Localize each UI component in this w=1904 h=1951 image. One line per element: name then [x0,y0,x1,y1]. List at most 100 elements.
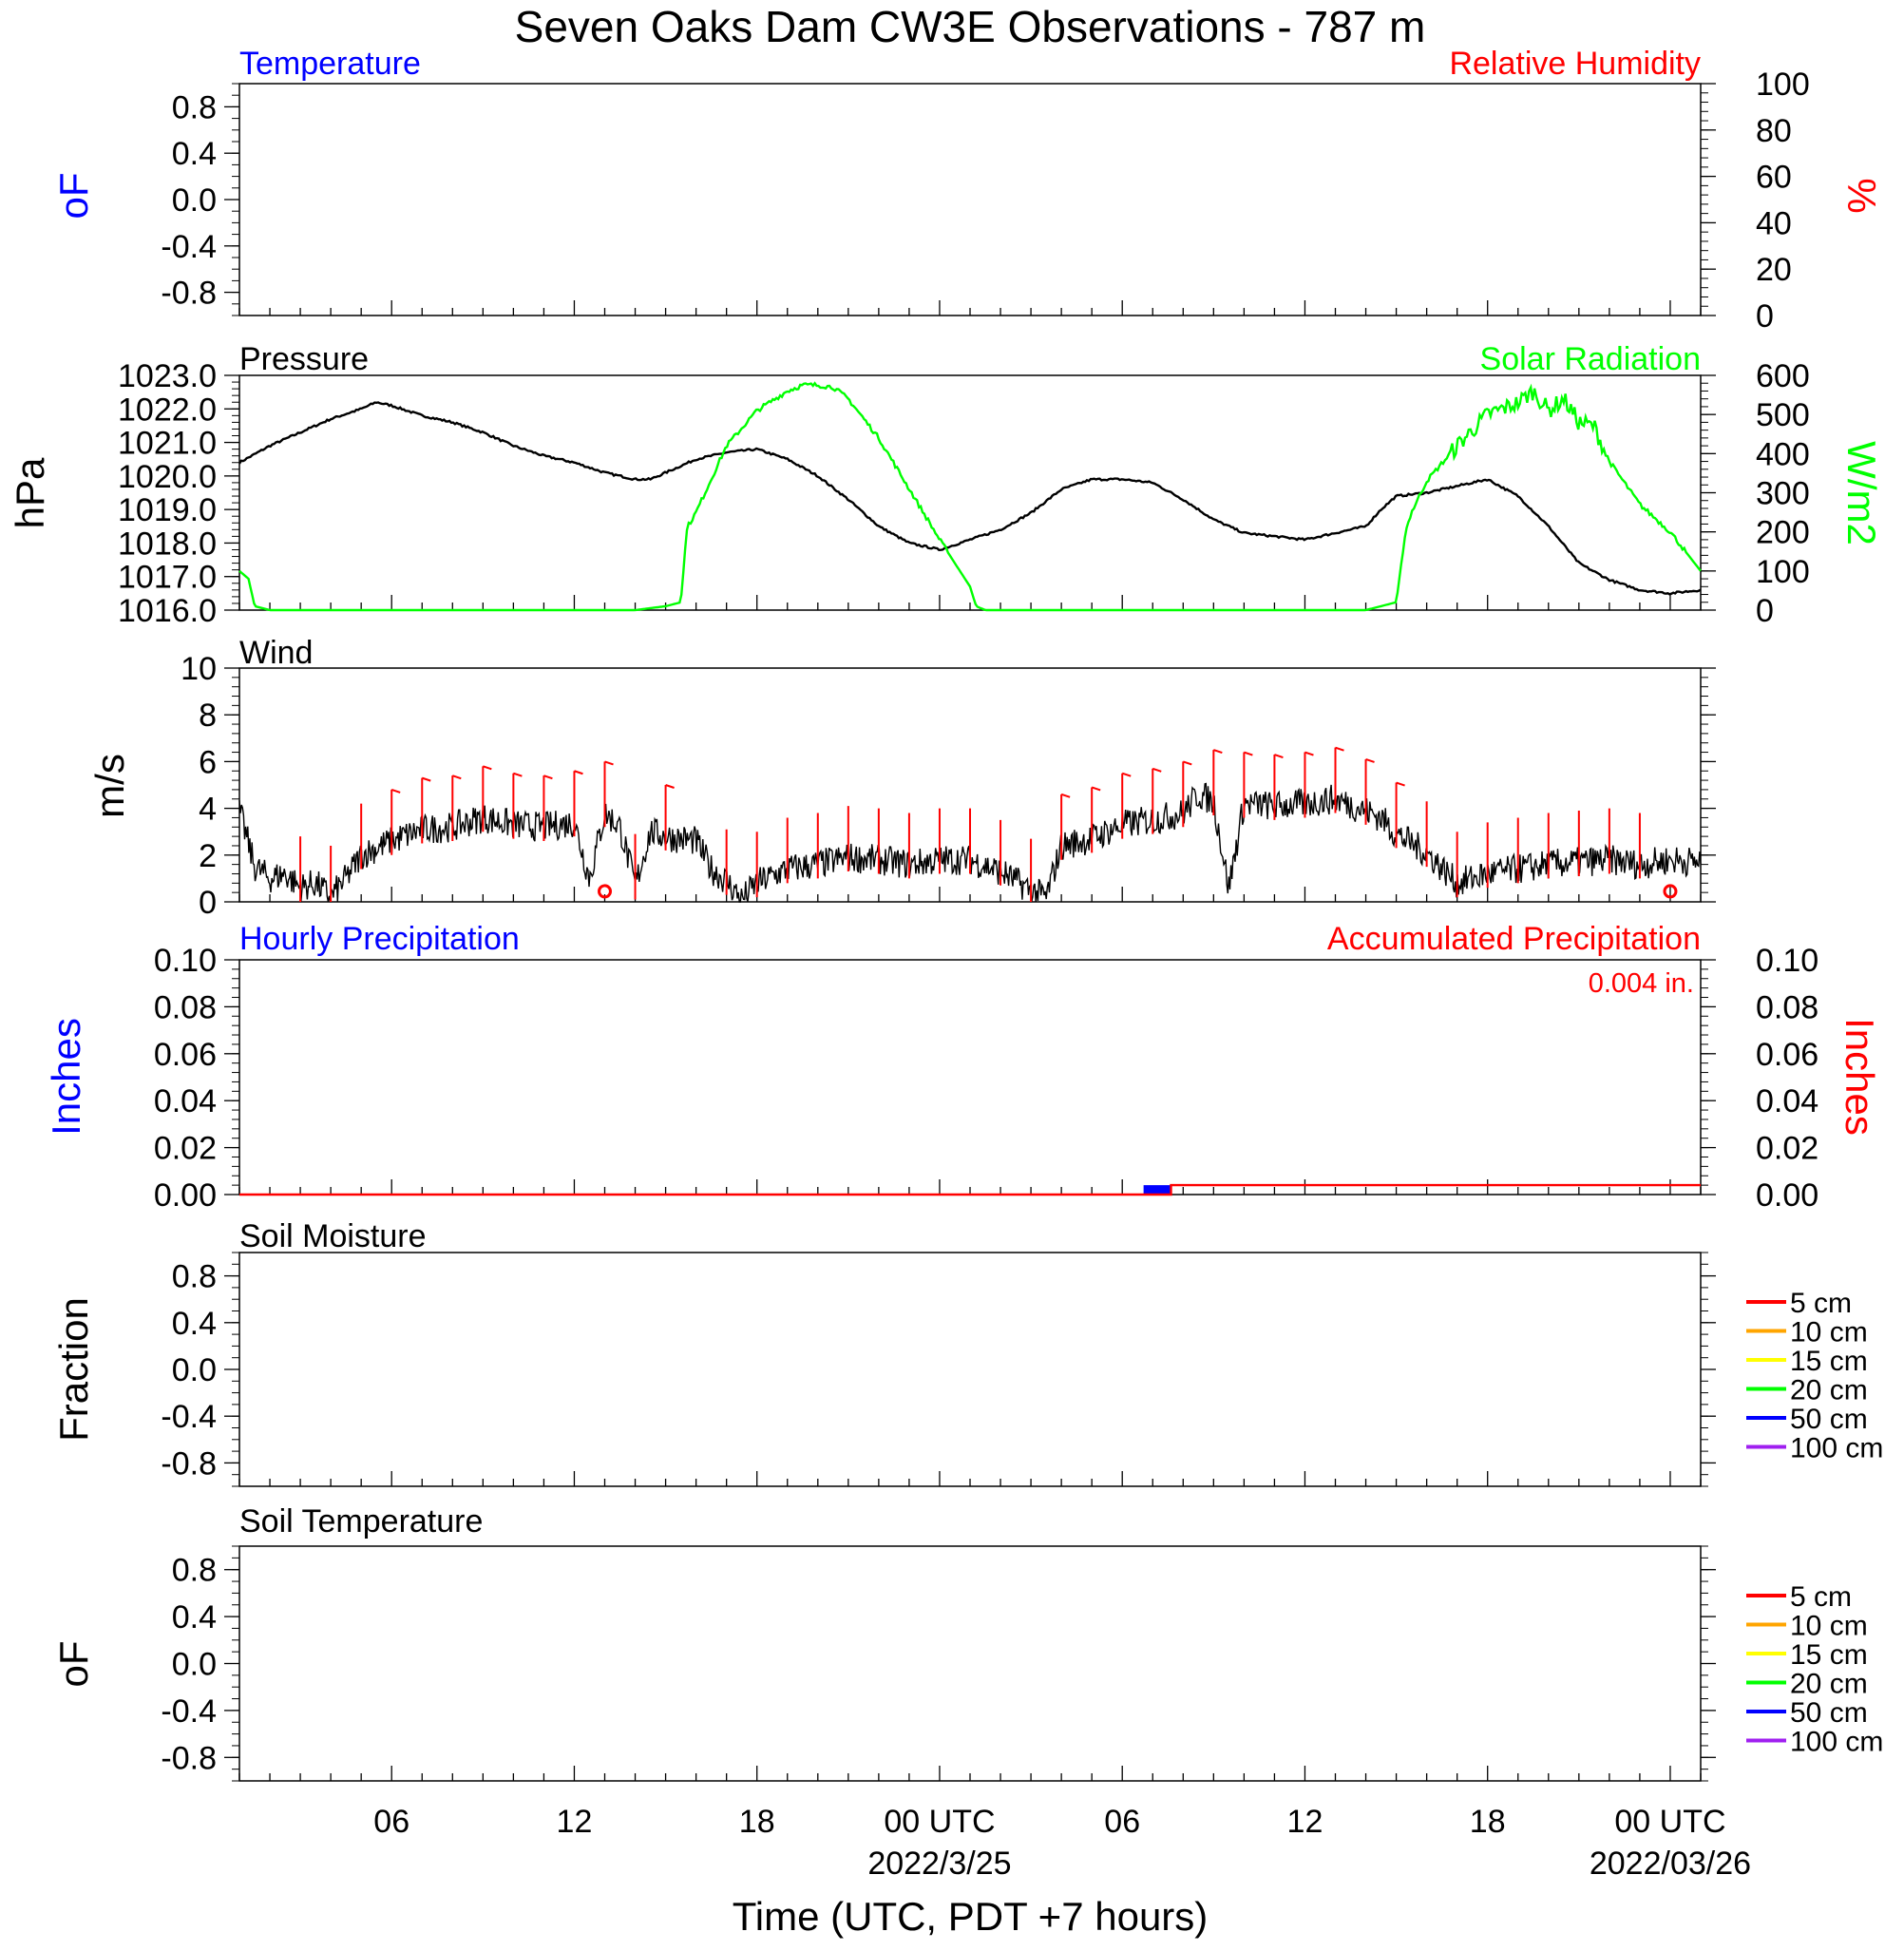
y-tick-label-right: 0.00 [1756,1177,1818,1214]
y-tick-label-left: 0.10 [154,943,217,979]
y-tick-label-left: 1022.0 [118,392,217,428]
wind-barb-flag [1121,772,1132,777]
y-tick-label-right: 100 [1756,554,1810,590]
legend-label: 20 cm [1790,1669,1868,1700]
y-tick-label-right: 20 [1756,252,1792,288]
x-tick-label: 00 UTC [884,1804,995,1840]
y-tick-label-left: 0.02 [154,1131,217,1167]
y-tick-label-right: 60 [1756,160,1792,196]
y-tick-label-left: 0.0 [172,1647,217,1683]
y-tick-label-left: 0 [199,885,217,921]
wind-barb-flag [451,775,462,780]
y-tick-label-left: 0.8 [172,1259,217,1295]
chart-marks: 0.80.40.0-0.4-0.81008060402001023.01022.… [118,67,1883,1882]
relative-humidity-title: Relative Humidity [1449,46,1701,82]
x-tick-date-label: 2022/3/25 [867,1846,1011,1882]
calm-wind-marker [1663,884,1678,899]
y-tick-label-right: 40 [1756,205,1792,241]
soil_temperature-frame [238,1545,1702,1782]
wind-barb-flag [421,776,431,782]
wind-barb-flag [513,772,523,777]
wind-barb-flag [1274,754,1284,758]
x-tick-date-label: 2022/03/26 [1590,1846,1751,1882]
solar-ylabel: W/m2 [1839,441,1884,545]
y-tick-label-left: 0.0 [172,1352,217,1388]
solar-radiation-series-line [238,381,1702,612]
y-tick-label-right: 0.02 [1756,1131,1818,1167]
y-tick-label-right: 0.06 [1756,1037,1818,1073]
soil-moisture-title: Soil Moisture [239,1218,427,1254]
relative-humidity-ylabel: % [1839,178,1884,213]
wind-barb-flag [483,765,492,771]
solar-radiation-title: Solar Radiation [1480,341,1701,377]
wind-barb-flag [1152,767,1162,773]
wind-barb-flag [1244,751,1253,756]
y-tick-label-left: 0.8 [172,1553,217,1589]
y-tick-label-left: 0.04 [154,1083,217,1119]
hourly-precip-title: Hourly Precipitation [239,921,520,957]
y-tick-label-right: 100 [1756,67,1810,103]
y-tick-label-left: 0.4 [172,1306,217,1342]
pressure-title: Pressure [239,341,369,377]
pressure-series-line [238,401,1702,596]
y-tick-label-left: 0.06 [154,1037,217,1073]
soil-temperature-title: Soil Temperature [239,1503,483,1540]
y-tick-label-right: 0.04 [1756,1083,1818,1119]
figure-title: Seven Oaks Dam CW3E Observations - 787 m [515,2,1426,51]
x-tick-label: 06 [373,1804,409,1840]
pressure-ylabel: hPa [8,457,52,528]
pressure-frame [238,374,1702,611]
wind-barb-flag [1091,786,1101,792]
y-tick-label-left: 0.4 [172,136,217,172]
y-tick-label-left: 10 [181,651,217,687]
soil-moisture-ylabel: Fraction [51,1297,96,1442]
y-tick-label-left: 0.0 [172,182,217,219]
x-tick-label: 00 UTC [1614,1804,1725,1840]
x-tick-label: 12 [557,1804,593,1840]
wind-barb-flag [1396,781,1405,787]
legend-label: 100 cm [1790,1727,1883,1758]
pressure-panel: Pressure Solar Radiation hPa W/m2 [8,341,1884,545]
soil_moisture-frame [238,1252,1702,1487]
wind-barb-flag [1213,749,1223,755]
temperature-title: Temperature [239,46,421,82]
y-tick-label-left: 1016.0 [118,593,217,629]
y-tick-label-left: -0.8 [161,1740,217,1776]
y-tick-label-left: -0.4 [161,1693,217,1730]
y-tick-label-right: 500 [1756,397,1810,433]
accum-precip-ylabel: Inches [1837,1018,1882,1136]
wind-title: Wind [239,635,313,671]
y-tick-label-left: 1019.0 [118,492,217,528]
wind-barb-flag [1060,793,1071,798]
y-tick-label-left: 4 [199,792,217,828]
y-tick-label-left: 1020.0 [118,459,217,495]
y-tick-label-left: -0.4 [161,1399,217,1435]
y-tick-label-right: 0.08 [1756,989,1818,1025]
y-tick-label-right: 0.10 [1756,943,1818,979]
soil-temperature-panel: Soil Temperature oF [51,1503,483,1688]
wind-barb-flag [543,775,553,780]
x-tick-label: 06 [1104,1804,1140,1840]
wind-barb-flag [390,788,401,794]
x-tick-label: 18 [739,1804,775,1840]
temperature-ylabel: oF [51,172,96,219]
wind-barb-flag [574,770,583,775]
y-tick-label-left: 8 [199,698,217,734]
wind-panel: Wind m/s [87,635,313,818]
legend-label: 15 cm [1790,1346,1868,1377]
y-tick-label-left: 2 [199,838,217,874]
legend-label: 10 cm [1790,1611,1868,1642]
hourly-precip-ylabel: Inches [44,1018,88,1136]
y-tick-label-right: 600 [1756,358,1810,394]
y-tick-label-left: 1017.0 [118,560,217,596]
temperature-ylabel-text: oF [51,172,96,219]
y-tick-label-left: -0.4 [161,229,217,265]
y-tick-label-right: 400 [1756,436,1810,472]
wind-barb-flag [1365,757,1375,763]
accumulated-precip-line [239,1183,1701,1196]
y-tick-label-right: 300 [1756,476,1810,512]
soil-moisture-panel: Soil Moisture Fraction [51,1218,427,1442]
wind-barb-flag [665,784,675,789]
y-tick-label-left: 0.4 [172,1599,217,1635]
